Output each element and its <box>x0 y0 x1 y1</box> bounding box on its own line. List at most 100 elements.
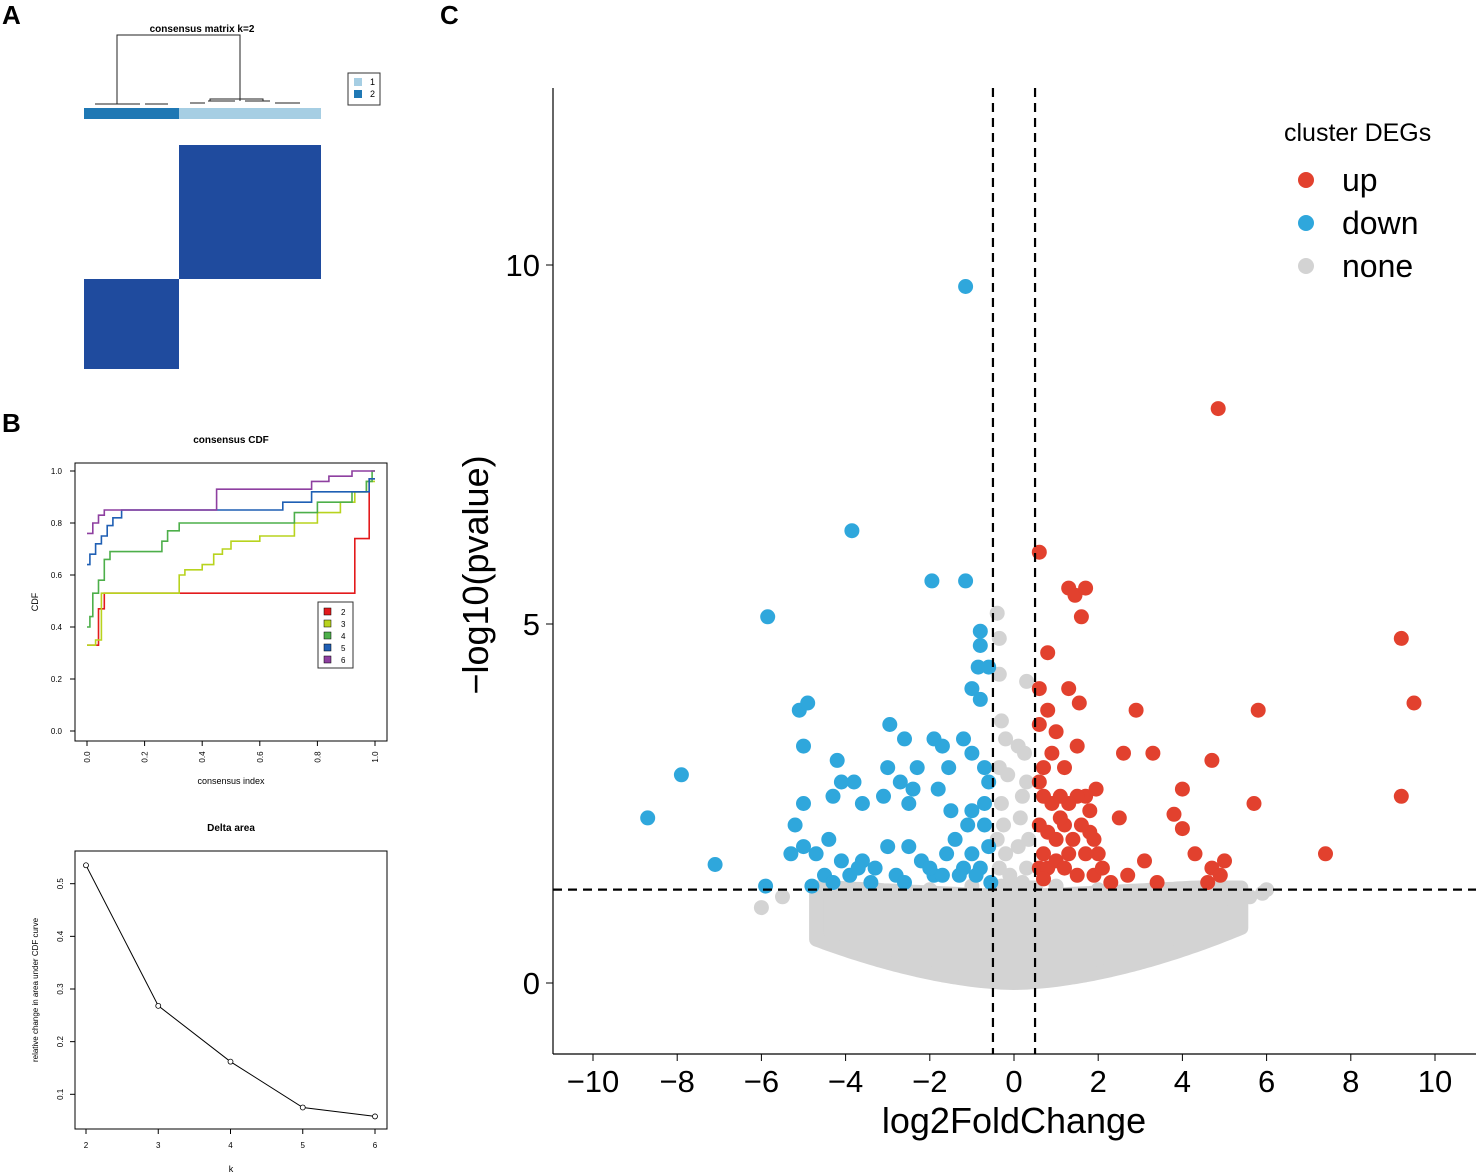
volcano-point-up <box>1073 817 1089 833</box>
volcano-point-down <box>960 817 976 833</box>
volcano-legend-title: cluster DEGs <box>1284 119 1431 147</box>
cdf-ytick-label: 0.2 <box>51 675 63 684</box>
volcano-point-up <box>1040 702 1056 718</box>
volcano-point-down <box>796 738 811 754</box>
volcano-point-none <box>1017 745 1032 761</box>
consensus-cdf-panel: consensus CDF 0.0 0.2 0.4 0.6 0.8 1.00.00.20.… <box>30 435 388 786</box>
consensus-matrix-panel: consensus matrix k=2 1 2 <box>84 24 381 369</box>
vol-xtick-label: −2 <box>912 1064 947 1099</box>
volcano-point-down <box>829 752 845 768</box>
panel-label-a: A <box>2 0 21 30</box>
volcano-point-down <box>956 731 971 747</box>
volcano-point-none <box>991 666 1007 682</box>
volcano-point-down <box>867 860 883 876</box>
cdf-xtick-label: 0.8 <box>313 751 322 763</box>
da-point-k3 <box>155 1002 162 1009</box>
cdf-ytick-label: 0.8 <box>51 519 63 528</box>
delta-area-axes: 2 3 4 5 6 0.1 0.2 0.3 0.4 0.5 <box>56 878 378 1150</box>
volcano-point-up <box>1078 846 1094 862</box>
volcano-point-up <box>1204 752 1220 768</box>
da-xtick-label: 4 <box>228 1141 233 1150</box>
volcano-point-down <box>983 875 999 890</box>
volcano-point-up <box>1040 645 1056 661</box>
vol-xtick-label: −4 <box>828 1064 863 1099</box>
volcano-point-down <box>863 875 879 890</box>
volcano-point-down <box>897 875 912 890</box>
delta-area-plot-frame <box>74 850 388 1130</box>
volcano-point-up <box>1187 846 1203 862</box>
legend-none-marker <box>1298 258 1314 274</box>
volcano-point-up <box>1128 702 1144 718</box>
cdf-xtick-label: 0.0 <box>83 751 92 763</box>
da-point-k5 <box>299 1104 306 1111</box>
volcano-legend: cluster DEGs up down none <box>1284 119 1431 284</box>
da-ytick-label: 0.3 <box>56 983 65 995</box>
volcano-point-down <box>850 860 866 876</box>
volcano-point-up <box>1067 587 1083 603</box>
legend-down-marker <box>1298 215 1314 231</box>
vol-xtick-label: −6 <box>744 1064 779 1099</box>
cdf-xtick-label: 0.2 <box>141 751 150 763</box>
volcano-point-up <box>1036 846 1051 862</box>
volcano-point-none <box>1048 878 1064 894</box>
da-ytick-label: 0.5 <box>56 878 65 890</box>
volcano-point-down <box>783 846 799 862</box>
volcano-axes: −10−8−6−4−202468100510152025 <box>506 88 1476 1099</box>
cdf-ylabel: CDF <box>30 592 40 611</box>
volcano-point-up <box>1069 867 1085 883</box>
volcano-point-none <box>1021 831 1037 847</box>
cdf-legend-swatch-2 <box>323 607 332 616</box>
volcano-point-up <box>1116 745 1131 761</box>
volcano-point-none <box>996 817 1011 833</box>
volcano-point-down <box>854 796 870 811</box>
cdf-xtick-label: 1.0 <box>371 751 380 763</box>
volcano-point-down <box>951 867 967 883</box>
volcano-point-up <box>1065 831 1081 847</box>
cdf-ytick-label: 0.6 <box>51 571 63 580</box>
volcano-point-up <box>1078 580 1094 596</box>
legend-none-label: none <box>1342 248 1413 284</box>
cdf-xtick-label: 0.6 <box>256 751 265 763</box>
volcano-point-up <box>1086 831 1102 847</box>
volcano-point-none <box>1012 810 1028 826</box>
volcano-ylabel: −log10(pvalue) <box>455 455 496 694</box>
da-point-k6 <box>372 1113 378 1120</box>
volcano-point-down <box>825 875 841 890</box>
legend-label-1: 1 <box>370 77 375 87</box>
dendrogram <box>95 34 300 105</box>
volcano-point-down <box>880 839 896 855</box>
cdf-title: consensus CDF <box>193 435 269 446</box>
volcano-point-none <box>1242 889 1258 905</box>
volcano-point-up <box>1406 695 1422 711</box>
volcano-point-down <box>964 803 980 819</box>
volcano-point-up <box>1103 875 1119 890</box>
volcano-point-down <box>844 523 860 539</box>
volcano-point-up <box>1088 781 1104 797</box>
volcano-point-up <box>1061 681 1077 697</box>
cdf-line-k5 <box>87 478 375 566</box>
vol-xtick-label: 8 <box>1342 1064 1359 1099</box>
volcano-point-up <box>1318 846 1333 862</box>
volcano-point-down <box>800 695 816 711</box>
vol-xtick-label: 6 <box>1258 1064 1275 1099</box>
delta-area-lines <box>83 862 378 1120</box>
cdf-legend-swatch-4 <box>323 631 332 640</box>
volcano-point-down <box>930 781 946 797</box>
volcano-point-down <box>977 760 992 776</box>
cdf-legend-label-5: 5 <box>341 644 346 653</box>
volcano-point-down <box>901 839 917 855</box>
volcano-point-up <box>1166 806 1182 822</box>
volcano-point-up <box>1073 609 1089 625</box>
legend-up-label: up <box>1342 162 1378 198</box>
volcano-point-none <box>993 796 1009 811</box>
cdf-legend-swatch-6 <box>323 655 332 664</box>
volcano-point-up <box>1217 853 1232 869</box>
cdf-axes: 0.0 0.2 0.4 0.6 0.8 1.0 0.0 0.2 0.4 0.6 0.8 1.0 <box>51 467 380 763</box>
volcano-point-down <box>941 760 957 776</box>
volcano-point-none <box>753 900 769 916</box>
legend-swatch-2 <box>354 90 362 98</box>
da-xtick-label: 2 <box>84 1141 89 1150</box>
volcano-point-up <box>1246 796 1262 811</box>
volcano-point-up <box>1094 860 1110 876</box>
volcano-point-down <box>909 760 925 776</box>
